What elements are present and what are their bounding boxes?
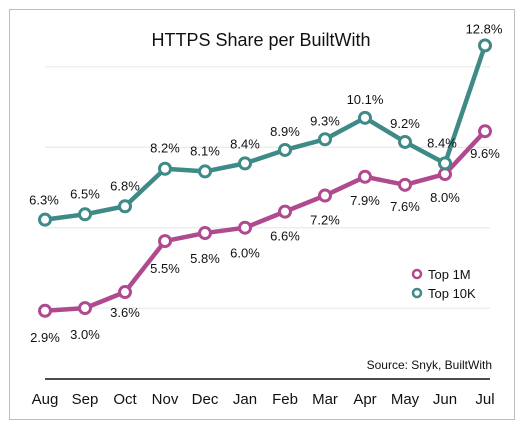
data-point [358,110,372,125]
x-tick-label: Jun [433,391,457,408]
data-point [198,164,212,179]
x-tick-label: Oct [113,391,137,408]
data-point [358,169,372,184]
x-tick-label: Jul [475,391,494,408]
data-labels: 2.9% 3.0% 3.6% 5.5% 5.8% 6.0% 6.6% 7.2% 7.9% 7.6%… [29,21,503,344]
data-point [238,156,252,171]
data-point [478,124,492,139]
chart-title: HTTPS Share per BuiltWith [151,30,370,50]
data-label: 8.4% [230,136,260,151]
data-label: 9.6% [470,146,500,161]
data-point [278,204,292,219]
data-label: 3.6% [110,305,140,320]
data-point [38,212,52,227]
data-label: 8.2% [150,141,180,156]
legend-marker [411,268,423,280]
x-tick-label: Dec [192,391,219,408]
data-point [198,226,212,241]
data-point [158,161,172,176]
data-label: 8.0% [430,190,460,205]
data-label: 6.5% [70,186,100,201]
data-point [78,301,92,316]
data-label: 5.8% [190,251,220,266]
data-label: 6.8% [110,178,140,193]
data-label: 8.1% [190,143,220,158]
data-point [318,188,332,203]
legend-marker [411,287,423,299]
data-point [118,285,132,300]
data-label: 7.2% [310,213,340,228]
data-label: 8.9% [270,124,300,139]
x-axis-ticks: Aug Sep Oct Nov Dec Jan Feb Mar Apr May Jun Jul [32,391,495,408]
data-point [318,132,332,147]
data-label: 8.4% [427,135,457,150]
x-tick-label: May [391,391,420,408]
data-label: 6.3% [29,193,59,208]
data-point [118,199,132,214]
x-tick-label: Feb [272,391,298,408]
gridlines [45,66,490,309]
x-tick-label: Aug [32,391,59,408]
data-point [398,134,412,149]
series-line [42,43,488,222]
data-label: 9.3% [310,113,340,128]
data-label: 3.0% [70,327,100,342]
x-tick-label: Apr [353,391,376,408]
data-label: 10.1% [347,92,384,107]
data-label: 7.9% [350,193,380,208]
x-tick-label: Mar [312,391,338,408]
data-label: 6.6% [270,229,300,244]
x-tick-label: Nov [152,391,179,408]
x-tick-label: Sep [72,391,99,408]
source-note: Source: Snyk, BuiltWith [367,358,492,372]
legend: Top 1M Top 10K [411,267,476,301]
data-label: 9.2% [390,116,420,131]
data-point [158,234,172,249]
data-label: 12.8% [466,21,503,36]
x-tick-label: Jan [233,391,257,408]
data-point [398,177,412,192]
data-label: 6.0% [230,246,260,261]
data-label: 5.5% [150,261,180,276]
series-layer [38,38,492,318]
legend-label: Top 1M [428,267,471,282]
data-point [278,142,292,157]
data-label: 7.6% [390,199,420,214]
legend-label: Top 10K [428,286,476,301]
data-point [438,156,452,171]
data-point [78,207,92,222]
data-point [38,303,52,318]
data-label: 2.9% [30,330,60,345]
data-point [478,38,492,53]
data-point [238,220,252,235]
